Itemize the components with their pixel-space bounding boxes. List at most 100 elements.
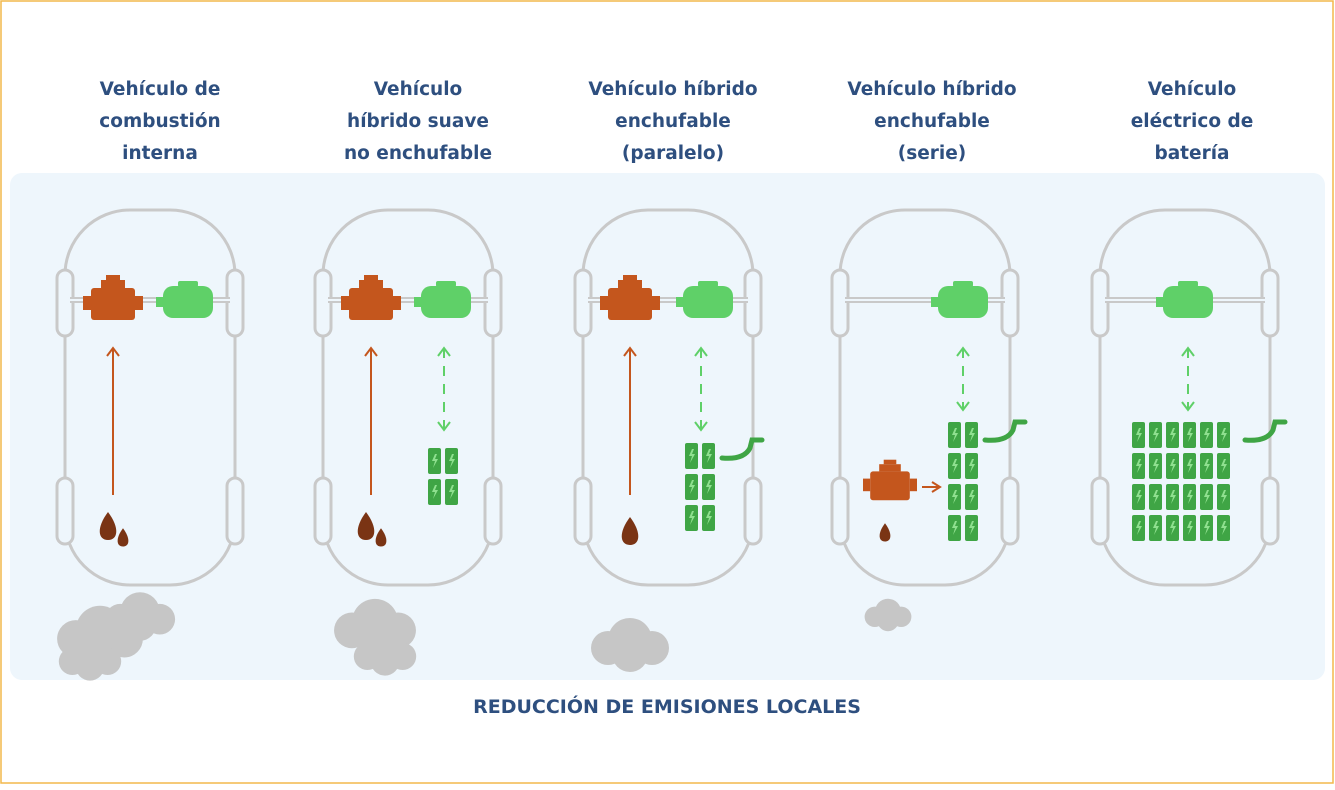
battery-bolt: [1204, 459, 1210, 473]
motor-cap: [178, 281, 198, 287]
wheel: [483, 476, 503, 546]
battery-bolt: [1170, 490, 1176, 504]
engine-side: [600, 296, 608, 310]
arrow-head: [931, 481, 942, 493]
battery-bolt: [706, 449, 712, 463]
emission-cloud: [877, 609, 899, 632]
column-title: Vehículo de: [100, 79, 221, 100]
engine-cap: [106, 275, 120, 280]
engine-block: [91, 288, 135, 320]
battery-bolt: [952, 428, 958, 442]
engine-cap: [623, 275, 637, 280]
car-body: [1098, 208, 1272, 587]
battery-bolt: [432, 454, 438, 468]
arrow-head: [106, 346, 120, 357]
fuel-drop: [621, 517, 639, 545]
column-title: Vehículo híbrido: [588, 79, 757, 100]
motor-cap: [698, 281, 718, 287]
battery-bolt: [969, 428, 975, 442]
battery-bolt: [1136, 521, 1142, 535]
motor-cap: [953, 281, 973, 287]
battery-bolt: [1204, 521, 1210, 535]
charge-plug: [982, 419, 1028, 443]
arrow-head: [1181, 346, 1195, 357]
battery-bolt: [1187, 521, 1193, 535]
battery-bolt: [1187, 490, 1193, 504]
battery-bolt: [1204, 490, 1210, 504]
engine-side: [393, 296, 401, 310]
battery-bolt: [969, 459, 975, 473]
charge-plug: [719, 437, 765, 461]
battery-bolt: [952, 521, 958, 535]
battery-bolt: [1153, 459, 1159, 473]
engine-cap: [364, 275, 378, 280]
footer-label: REDUCCIÓN DE EMISIONES LOCALES: [473, 694, 861, 718]
illustrations: [55, 208, 1288, 681]
battery-bolt: [1153, 428, 1159, 442]
battery-bolt: [1153, 490, 1159, 504]
wheel: [573, 476, 593, 546]
column-title: (serie): [898, 143, 966, 164]
wheel: [1260, 476, 1280, 546]
battery-bolt: [952, 459, 958, 473]
wheel: [830, 476, 850, 546]
wheel: [313, 476, 333, 546]
battery-bolt: [1136, 428, 1142, 442]
battery-bolt: [969, 490, 975, 504]
battery-bolt: [689, 449, 695, 463]
column-title: enchufable: [874, 111, 990, 132]
motor-shaft: [156, 297, 164, 307]
engine: [600, 275, 660, 320]
car-body: [838, 208, 1012, 587]
arrow-head: [1181, 401, 1195, 412]
column-title: eléctrico de: [1131, 111, 1254, 132]
motor: [683, 286, 733, 318]
wheel: [1000, 476, 1020, 546]
engine-side: [83, 296, 91, 310]
engine-block: [608, 288, 652, 320]
motor: [1163, 286, 1213, 318]
fuel-drop: [375, 528, 387, 547]
engine-side: [863, 478, 871, 492]
charge-plug: [1242, 419, 1288, 443]
battery-bolt: [1221, 521, 1227, 535]
engine: [341, 275, 401, 320]
fuel-drop: [99, 512, 117, 540]
arrow-head: [437, 346, 451, 357]
battery-bolt: [1187, 428, 1193, 442]
motor: [421, 286, 471, 318]
motor: [938, 286, 988, 318]
battery-bolt: [1187, 459, 1193, 473]
car-body: [63, 208, 237, 587]
column-title: Vehículo híbrido: [847, 79, 1016, 100]
emission-cloud: [370, 646, 400, 676]
battery-bolt: [952, 490, 958, 504]
arrow-head: [364, 346, 378, 357]
wheel: [743, 476, 763, 546]
fuel-drop: [879, 523, 891, 542]
engine-top: [618, 280, 642, 288]
column-title: batería: [1154, 143, 1229, 164]
motor-shaft: [676, 297, 684, 307]
battery-bolt: [449, 454, 455, 468]
column-title: enchufable: [615, 111, 731, 132]
battery-bolt: [1221, 428, 1227, 442]
wheel: [55, 476, 75, 546]
car-body: [581, 208, 755, 587]
engine-side: [341, 296, 349, 310]
engine-block: [870, 471, 910, 501]
arrow-head: [623, 346, 637, 357]
engine-block: [349, 288, 393, 320]
engine: [863, 459, 917, 501]
motor: [163, 286, 213, 318]
wheel: [1090, 476, 1110, 546]
arrow-head: [956, 401, 970, 412]
battery-bolt: [689, 511, 695, 525]
motor-shaft: [414, 297, 422, 307]
wheel: [225, 476, 245, 546]
engine: [83, 275, 143, 320]
car-body: [321, 208, 495, 587]
battery-bolt: [706, 511, 712, 525]
engine-side: [135, 296, 143, 310]
